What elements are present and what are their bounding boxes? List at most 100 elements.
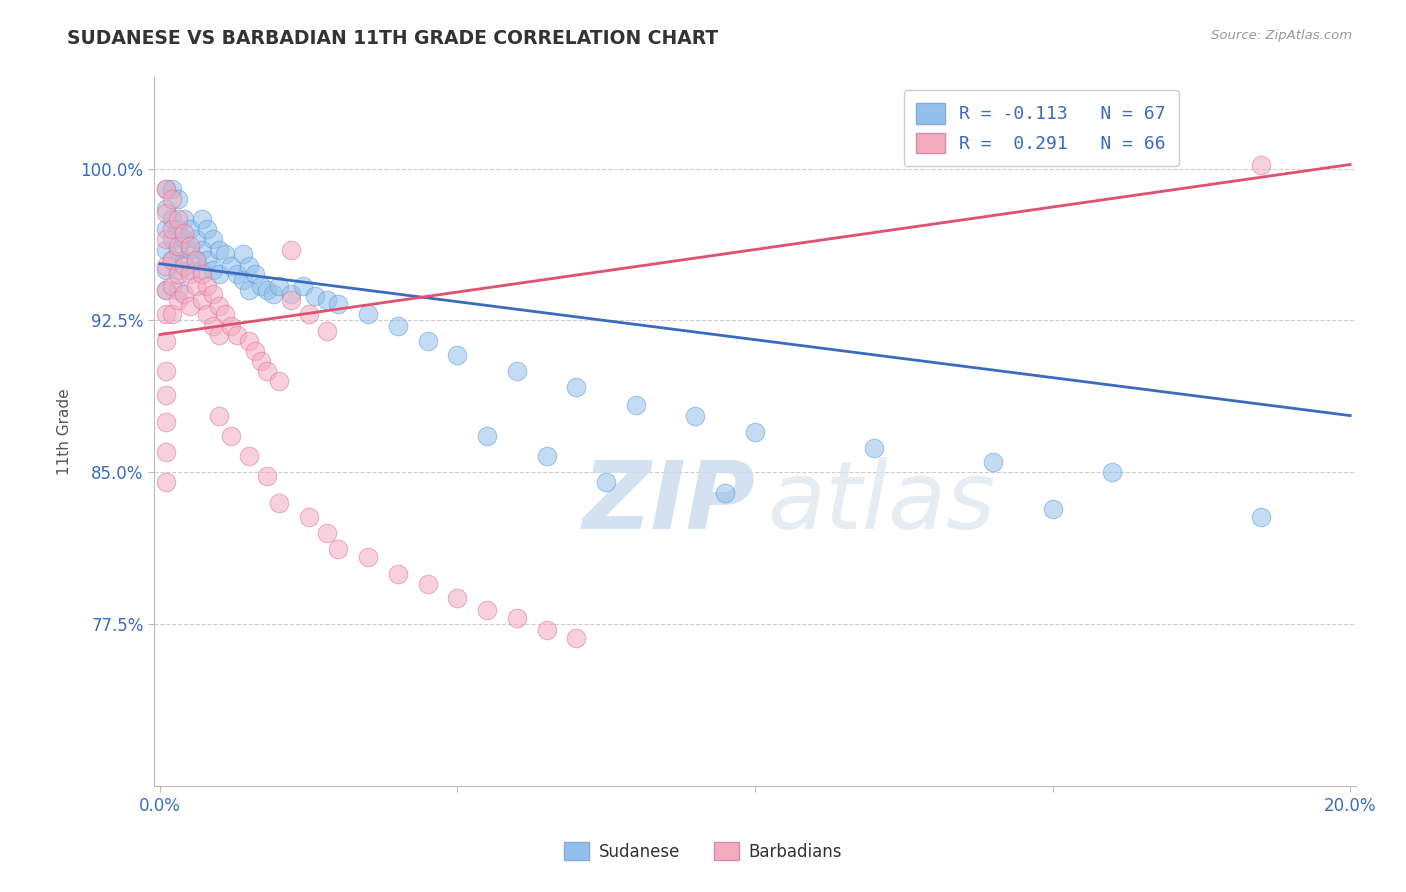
Point [446, 591, 468, 605]
Point [214, 246, 236, 260]
Point [184, 252, 207, 267]
Point [291, 279, 314, 293]
Point [1042, 501, 1064, 516]
Point [685, 409, 707, 423]
Point [1250, 509, 1272, 524]
Point [179, 267, 201, 281]
Point [155, 206, 177, 220]
Point [155, 415, 177, 429]
Point [221, 319, 243, 334]
Point [190, 267, 212, 281]
Point [744, 425, 766, 439]
Point [155, 388, 177, 402]
Point [155, 262, 177, 277]
Point [267, 279, 290, 293]
Point [197, 279, 219, 293]
Point [166, 222, 188, 236]
Point [238, 334, 260, 348]
Point [304, 289, 326, 303]
Point [214, 307, 236, 321]
Point [155, 364, 177, 378]
Point [155, 283, 177, 297]
Text: Source: ZipAtlas.com: Source: ZipAtlas.com [1212, 29, 1353, 42]
Point [160, 192, 183, 206]
Point [166, 267, 188, 281]
Point [155, 283, 177, 297]
Point [243, 343, 266, 358]
Point [160, 182, 183, 196]
Legend: Sudanese, Barbadians: Sudanese, Barbadians [557, 836, 849, 868]
Point [155, 475, 177, 490]
Point [357, 307, 380, 321]
Point [238, 259, 260, 273]
Point [863, 441, 886, 455]
Y-axis label: 11th Grade: 11th Grade [58, 389, 72, 475]
Point [190, 262, 212, 277]
Point [536, 449, 558, 463]
Point [232, 273, 254, 287]
Point [250, 354, 273, 368]
Point [280, 243, 302, 257]
Point [315, 293, 337, 308]
Point [160, 307, 183, 321]
Point [166, 192, 188, 206]
Point [565, 632, 588, 646]
Point [226, 327, 249, 342]
Point [595, 475, 617, 490]
Point [166, 293, 188, 308]
Point [536, 624, 558, 638]
Point [155, 445, 177, 459]
Point [173, 287, 195, 301]
Point [357, 550, 380, 565]
Point [160, 212, 183, 227]
Point [173, 212, 195, 227]
Point [155, 307, 177, 321]
Point [155, 182, 177, 196]
Point [202, 319, 225, 334]
Point [202, 232, 225, 246]
Point [160, 222, 183, 236]
Point [238, 449, 260, 463]
Point [173, 252, 195, 267]
Point [197, 222, 219, 236]
Point [208, 409, 231, 423]
Point [166, 238, 188, 252]
Point [208, 299, 231, 313]
Point [981, 455, 1004, 469]
Point [267, 496, 290, 510]
Point [155, 222, 177, 236]
Point [280, 293, 302, 308]
Point [714, 485, 737, 500]
Point [506, 364, 529, 378]
Point [184, 279, 207, 293]
Point [173, 227, 195, 241]
Point [280, 287, 302, 301]
Point [190, 243, 212, 257]
Point [155, 202, 177, 216]
Point [298, 509, 321, 524]
Point [256, 364, 278, 378]
Point [387, 566, 409, 581]
Point [624, 399, 647, 413]
Point [226, 267, 249, 281]
Point [190, 212, 212, 227]
Point [179, 238, 201, 252]
Point [197, 307, 219, 321]
Point [155, 182, 177, 196]
Point [315, 324, 337, 338]
Point [197, 252, 219, 267]
Point [298, 307, 321, 321]
Point [1250, 157, 1272, 171]
Point [1101, 465, 1123, 479]
Point [166, 243, 188, 257]
Point [477, 429, 499, 443]
Text: ZIP: ZIP [582, 457, 755, 549]
Point [416, 576, 439, 591]
Point [416, 334, 439, 348]
Point [160, 232, 183, 246]
Point [160, 252, 183, 267]
Point [256, 469, 278, 483]
Point [155, 334, 177, 348]
Point [179, 222, 201, 236]
Text: atlas: atlas [768, 458, 995, 549]
